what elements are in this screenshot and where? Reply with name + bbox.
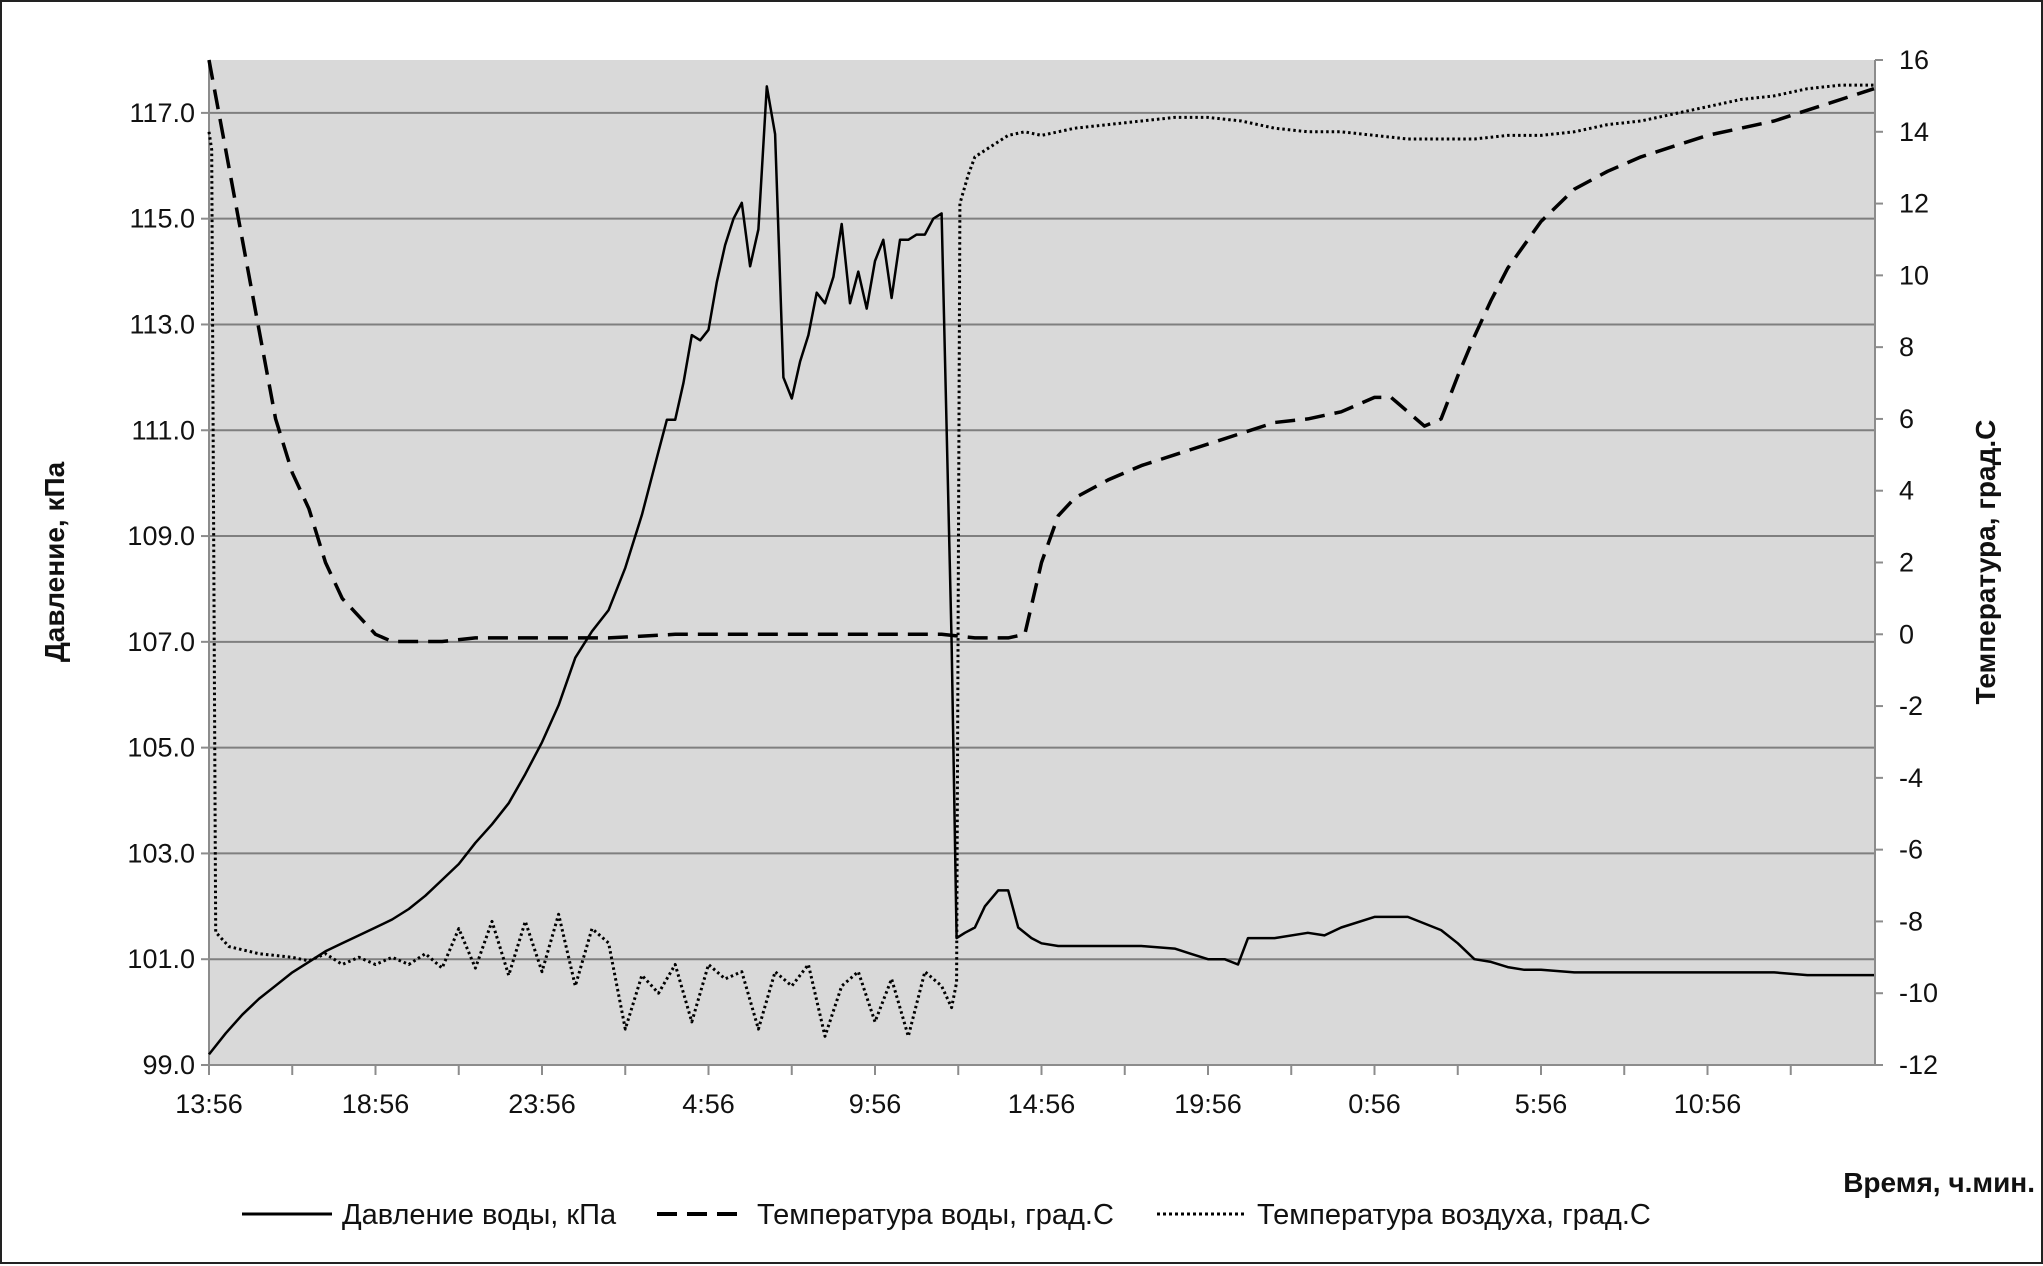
y-left-axis-title: Давление, кПа (39, 461, 70, 662)
y-left-tick-label: 117.0 (129, 98, 195, 128)
y-right-tick-label: 2 (1899, 548, 1914, 578)
x-tick-label: 19:56 (1174, 1089, 1242, 1119)
legend-label-pressure: Давление воды, кПа (342, 1199, 617, 1231)
series-water-temp-line (207, 59, 1875, 644)
y-right-tick-label: 14 (1899, 117, 1929, 147)
x-tick-label: 5:56 (1515, 1089, 1568, 1119)
y-left-tick-label: 113.0 (129, 309, 195, 339)
y-right-tick-label: 12 (1899, 189, 1929, 219)
y-left-tick-label: 111.0 (131, 415, 195, 445)
y-right-axis-title: Температура, град.С (1970, 420, 2001, 705)
y-right-tick-label: 4 (1899, 476, 1914, 506)
y-left-tick-label: 115.0 (129, 204, 195, 234)
x-tick-label: 18:56 (342, 1089, 410, 1119)
x-tick-label: 4:56 (682, 1089, 735, 1119)
y-left-tick-label: 99.0 (142, 1050, 195, 1080)
legend-label-air-temp: Температура воздуха, град.С (1257, 1199, 1651, 1231)
tick-label-layer: 99.0 101.0 103.0 105.0 107.0 109.0 111.0 113.0 1… (127, 45, 1938, 1119)
y-left-tick-label: 105.0 (127, 733, 195, 763)
legend: Давление воды, кПа Температура воды, гра… (242, 1199, 1651, 1231)
y-right-tick-label: -10 (1899, 978, 1938, 1008)
x-tick-label: 14:56 (1008, 1089, 1076, 1119)
y-right-tick-label: 0 (1899, 619, 1914, 649)
series-pressure-line (208, 85, 1874, 1056)
y-right-tick-label: 8 (1899, 332, 1914, 362)
series-layer (207, 59, 1875, 1056)
x-axis-title: Время, ч.мин. (1843, 1167, 2035, 1198)
y-right-tick-label: 16 (1899, 45, 1929, 75)
y-left-tick-label: 107.0 (127, 627, 195, 657)
legend-label-water-temp: Температура воды, град.С (757, 1199, 1114, 1231)
x-tick-label: 0:56 (1348, 1089, 1401, 1119)
y-left-tick-label: 109.0 (127, 521, 195, 551)
y-left-tick-label: 101.0 (127, 944, 195, 974)
x-tick-label: 13:56 (175, 1089, 243, 1119)
x-tick-label: 23:56 (508, 1089, 576, 1119)
y-right-tick-label: -8 (1899, 906, 1923, 936)
x-tick-label: 9:56 (849, 1089, 902, 1119)
y-left-tick-label: 103.0 (127, 838, 195, 868)
y-right-tick-label: -2 (1899, 691, 1923, 721)
x-tick-label: 10:56 (1674, 1089, 1742, 1119)
y-right-tick-label: -6 (1899, 835, 1923, 865)
axis-layer (201, 59, 1883, 1075)
y-right-tick-label: -12 (1899, 1050, 1938, 1080)
y-right-tick-label: 6 (1899, 404, 1914, 434)
y-right-tick-label: 10 (1899, 260, 1929, 290)
grid-layer (209, 111, 1875, 961)
y-right-tick-label: -4 (1899, 763, 1923, 793)
